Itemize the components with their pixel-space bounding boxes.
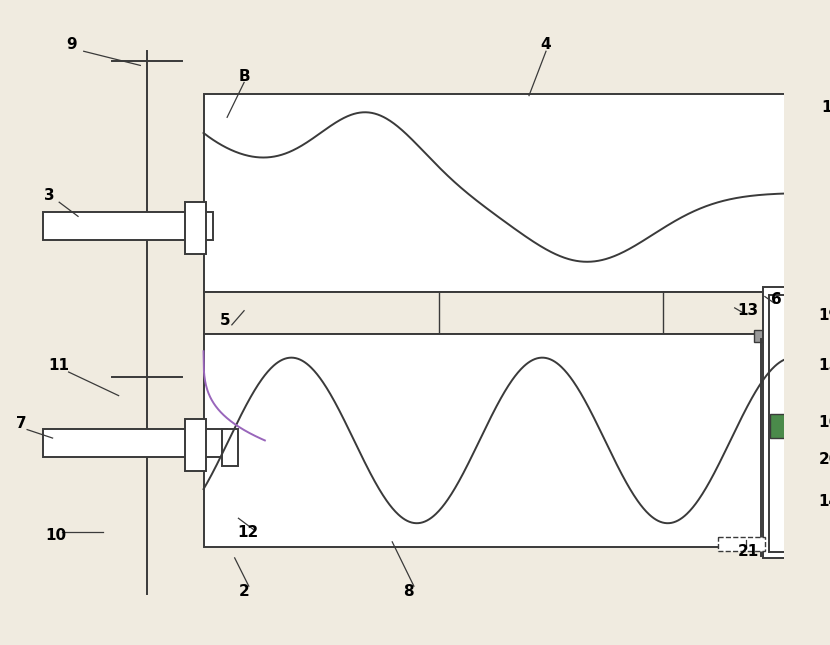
Text: 4: 4 xyxy=(540,37,551,52)
Bar xyxy=(43,429,227,457)
Text: 3: 3 xyxy=(45,188,55,203)
Bar xyxy=(203,292,793,334)
Bar xyxy=(184,203,207,254)
Bar xyxy=(769,295,788,552)
Bar xyxy=(804,203,828,254)
Bar xyxy=(203,334,793,546)
Text: 19: 19 xyxy=(818,308,830,323)
Bar xyxy=(718,537,765,551)
Text: 9: 9 xyxy=(66,37,76,52)
Text: 6: 6 xyxy=(771,292,782,307)
Text: 5: 5 xyxy=(220,313,231,328)
Bar xyxy=(769,415,787,438)
Text: 10: 10 xyxy=(45,528,66,542)
Text: 16: 16 xyxy=(818,415,830,430)
Text: 2: 2 xyxy=(239,584,250,599)
Text: 21: 21 xyxy=(737,544,759,559)
Bar xyxy=(222,429,238,466)
Text: B: B xyxy=(238,69,250,84)
Text: 13: 13 xyxy=(737,303,759,318)
Text: 15: 15 xyxy=(818,358,830,373)
Text: 7: 7 xyxy=(16,417,27,432)
Bar xyxy=(763,287,793,558)
Bar xyxy=(754,330,791,342)
Text: 14: 14 xyxy=(818,494,830,509)
Text: 12: 12 xyxy=(237,525,258,540)
Bar xyxy=(203,94,793,292)
Text: 20: 20 xyxy=(818,452,830,467)
Text: 11: 11 xyxy=(49,358,70,373)
Text: 8: 8 xyxy=(403,584,413,599)
Bar xyxy=(793,213,830,242)
Bar xyxy=(184,419,207,471)
Bar xyxy=(43,212,213,240)
Text: 1: 1 xyxy=(821,101,830,115)
